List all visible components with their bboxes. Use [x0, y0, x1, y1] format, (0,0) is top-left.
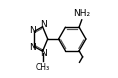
Text: N: N [40, 20, 47, 29]
Text: N: N [40, 49, 47, 58]
Text: NH₂: NH₂ [74, 9, 91, 18]
Text: N: N [29, 43, 36, 52]
Text: N: N [29, 26, 36, 35]
Text: CH₃: CH₃ [36, 63, 50, 72]
